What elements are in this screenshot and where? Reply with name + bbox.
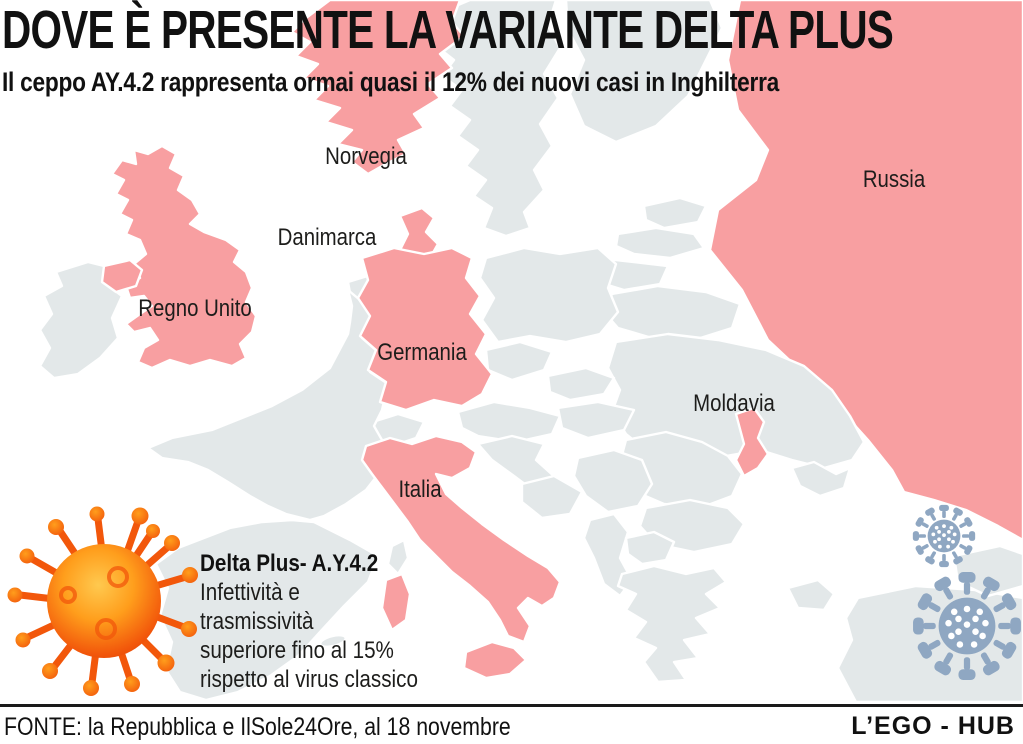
delta-plus-note-line: superiore fino al 15% bbox=[200, 637, 394, 664]
label-italia: Italia bbox=[398, 476, 442, 503]
delta-plus-note: Delta Plus- A.Y.4.2 Infettività e trasmi… bbox=[200, 549, 453, 694]
delta-plus-note-line: trasmissività bbox=[200, 608, 314, 635]
country-finland bbox=[564, 0, 724, 144]
label-danimarca: Danimarca bbox=[277, 224, 377, 251]
country-corsica bbox=[386, 538, 410, 576]
footer-source: FONTE: la Repubblica e IlSole24Ore, al 1… bbox=[4, 713, 511, 741]
country-hungary bbox=[556, 400, 636, 440]
country-georgia bbox=[952, 544, 1023, 598]
country-sicily bbox=[462, 640, 528, 680]
delta-plus-note-line: rispetto al virus classico bbox=[200, 666, 418, 693]
label-regno-unito: Regno Unito bbox=[138, 295, 252, 322]
country-macedonia bbox=[624, 530, 676, 566]
country-balearics bbox=[319, 634, 347, 648]
country-crimea bbox=[790, 460, 852, 498]
country-bosnia bbox=[520, 474, 584, 520]
delta-plus-virus-icon bbox=[7, 506, 198, 696]
delta-plus-note-title: Delta Plus- A.Y.4.2 bbox=[200, 550, 379, 577]
country-turkey-europe bbox=[786, 578, 836, 612]
country-serbia bbox=[572, 448, 654, 514]
country-united-kingdom bbox=[110, 144, 258, 370]
page-title: DOVE È PRESENTE LA VARIANTE DELTA PLUS bbox=[2, 0, 894, 60]
page-subtitle: Il ceppo AY.4.2 rappresenta ormai quasi … bbox=[2, 66, 780, 97]
country-latvia bbox=[614, 226, 706, 260]
country-northern-ireland bbox=[100, 258, 144, 294]
country-austria bbox=[456, 400, 562, 444]
country-greece bbox=[616, 564, 728, 684]
country-sweden bbox=[430, 0, 562, 238]
label-norvegia: Norvegia bbox=[325, 143, 407, 170]
country-estonia bbox=[642, 196, 708, 230]
country-sardinia bbox=[380, 572, 412, 632]
country-poland bbox=[478, 246, 620, 344]
footer-background bbox=[0, 707, 1023, 744]
label-russia: Russia bbox=[862, 166, 926, 193]
country-germany bbox=[356, 246, 494, 412]
header: DOVE È PRESENTE LA VARIANTE DELTA PLUS I… bbox=[2, 2, 1023, 98]
country-slovakia bbox=[546, 366, 616, 402]
country-iberia bbox=[154, 518, 380, 702]
country-norway bbox=[290, 0, 466, 176]
footer-divider bbox=[0, 704, 1023, 707]
label-germania: Germania bbox=[377, 339, 467, 366]
country-italy bbox=[360, 434, 562, 644]
delta-plus-note-line: Infettività e bbox=[200, 579, 300, 606]
country-czechia bbox=[484, 340, 554, 382]
country-moldova bbox=[734, 406, 770, 478]
brand-logo: L’EGO - HUB bbox=[851, 712, 1015, 740]
label-moldavia: Moldavia bbox=[693, 390, 775, 417]
country-belarus bbox=[602, 284, 742, 342]
